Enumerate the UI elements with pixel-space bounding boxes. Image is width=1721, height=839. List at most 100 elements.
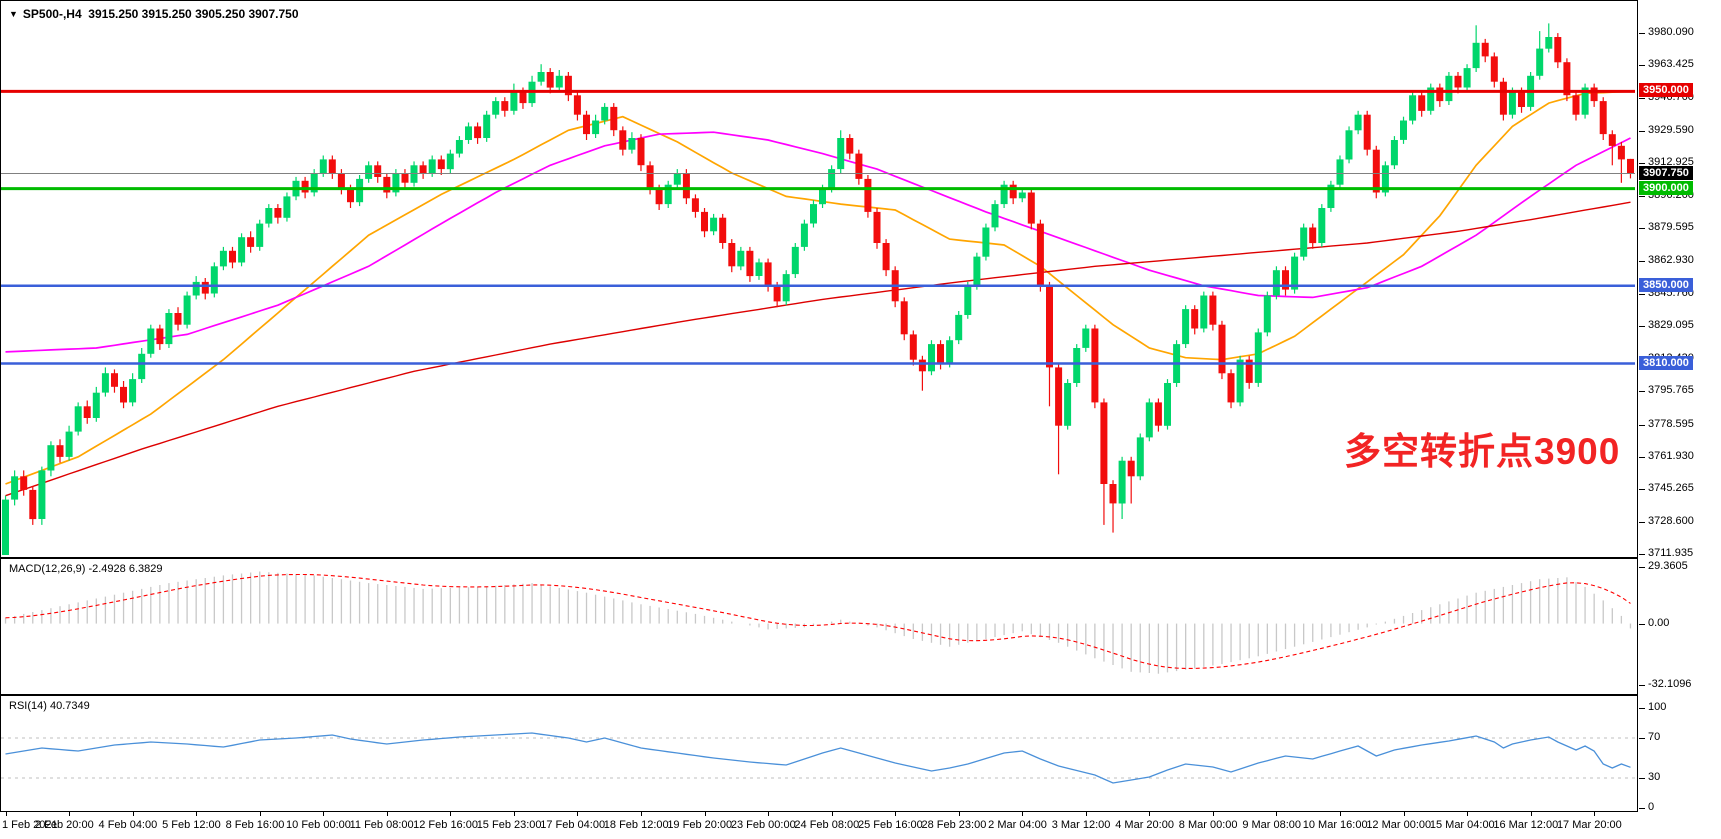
time-tick [895,812,897,816]
candle-down [174,313,182,325]
macd-tick-label: -32.1096 [1638,678,1692,691]
macd-label: MACD(12,26,9) -2.4928 6.3829 [9,563,163,575]
time-tick [958,812,960,816]
text-annotation[interactable]: 多空转折点3900 [1344,431,1621,472]
price-tick-label: 3929.590 [1639,124,1694,137]
main-chart-panel[interactable]: ▼ SP500-,H4 3915.250 3915.250 3905.250 39… [0,0,1638,558]
candle-up [1018,192,1026,199]
candle-down [1027,192,1035,224]
rsi-tick-label: 30 [1638,771,1661,783]
time-tick-label: 15 Mar 04:00 [1429,819,1495,831]
ohlc-quotes-label: 3915.250 3915.250 3905.250 3907.750 [88,7,299,21]
time-axis[interactable]: 1 Feb 2021 2 Feb 20:00 4 Feb 04:00 5 Feb 12… [0,812,1721,839]
candle-down [655,188,663,205]
candle-down [846,138,854,154]
candle-down [1154,402,1162,426]
candle-up [1064,383,1072,426]
time-tick-label: 4 Feb 04:00 [98,819,158,831]
candle-down [419,165,427,174]
candle-down [909,334,917,360]
price-badge-3850.000: 3850.000 [1639,277,1693,292]
price-tick-label: 3879.595 [1639,221,1694,234]
macd-panel[interactable]: MACD(12,26,9) -2.4928 6.3829 [0,558,1638,695]
candle-up [1545,37,1553,49]
candle-down [610,106,618,131]
candle-down [773,285,781,302]
candle-down [337,173,345,189]
candle-up [1354,114,1362,131]
candle-up [210,266,218,294]
candle-down [401,173,409,183]
candle-up [537,72,545,82]
candle-up [1118,460,1126,504]
time-tick [831,812,833,816]
candle-up [1164,383,1171,426]
candle-up [1291,256,1299,290]
candle-down [56,445,64,457]
candle-up [1073,348,1081,383]
candle-up [664,184,672,205]
time-tick-label: 2 Mar 04:00 [988,819,1047,831]
candle-up [138,353,146,380]
candle-up [1390,140,1398,166]
candle-down [1127,460,1135,477]
time-tick-label: 8 Feb 16:00 [225,819,285,831]
time-tick [323,812,325,816]
candle-up [737,250,745,267]
time-tick-label: 10 Feb 00:00 [286,819,351,831]
candle-down [1436,87,1444,102]
time-tick-label: 24 Feb 08:00 [794,819,860,831]
candle-up [283,196,291,218]
candle-up [219,250,227,267]
candle-up [828,169,836,189]
price-badge-3810.000: 3810.000 [1639,355,1693,370]
time-tick [768,812,770,816]
macd-plot[interactable] [1,559,1635,692]
candle-down [855,153,863,179]
candle-down [1109,484,1117,504]
time-tick-label: 8 Mar 00:00 [1178,819,1238,831]
candle-down [1363,114,1371,150]
candle-down [347,188,354,203]
candle-up [38,470,46,519]
candle-down [501,101,509,111]
candle-up [1581,87,1589,115]
rsi-plot[interactable] [1,696,1635,809]
time-tick-label: 18 Feb 12:00 [603,819,669,831]
time-tick-label: 25 Feb 16:00 [857,819,923,831]
price-tick-label: 3728.600 [1639,514,1694,527]
candle-up [356,178,364,203]
rsi-label: RSI(14) 40.7349 [9,700,90,712]
candle-up [1272,270,1280,296]
candle-up [1236,359,1244,403]
price-axis[interactable]: 3980.0903963.4253946.7603929.5903912.925… [1638,0,1721,813]
rsi-panel[interactable]: RSI(14) 40.7349 [0,695,1638,812]
candle-up [628,138,636,150]
candle-up [47,445,55,471]
price-tick-label: 3795.765 [1639,384,1694,397]
candle-up [238,237,246,263]
candle-up [800,223,808,247]
candle-up [147,328,155,354]
time-tick-label: 4 Mar 20:00 [1115,819,1174,831]
candle-up [92,392,100,418]
candle-down [111,373,118,387]
macd-tick-label: 29.3605 [1639,559,1688,572]
candle-up [1182,309,1190,345]
time-tick-label: 10 Mar 16:00 [1302,819,1368,831]
candle-up [973,256,981,286]
candle-up [791,246,799,275]
candle-down [1617,145,1625,160]
candle-down [1608,134,1616,146]
candle-up [837,138,845,170]
candle-down [20,476,28,490]
candle-up [1136,437,1144,477]
candle-down [764,262,772,286]
candlestick-plot[interactable] [1,1,1635,555]
candle-down [1372,149,1380,193]
chevron-down-icon[interactable]: ▼ [9,9,18,19]
candle-down [437,159,445,170]
time-tick-label: 3 Mar 12:00 [1051,819,1111,831]
candle-up [1336,159,1344,185]
